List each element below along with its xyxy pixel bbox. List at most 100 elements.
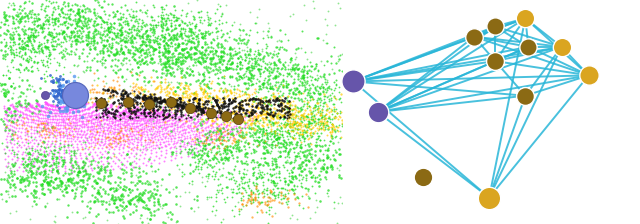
Point <box>147 125 157 128</box>
Point <box>263 111 273 114</box>
Point <box>42 183 52 187</box>
Point <box>74 98 84 102</box>
Point <box>33 108 43 111</box>
Point <box>239 141 250 144</box>
Point <box>161 115 171 119</box>
Point <box>8 91 18 95</box>
Point <box>41 0 51 2</box>
Point <box>6 114 16 117</box>
Point <box>179 52 189 55</box>
Point <box>193 167 203 171</box>
Point <box>279 196 289 199</box>
Point <box>161 134 172 138</box>
Point <box>139 95 149 98</box>
Point <box>83 39 93 42</box>
Point <box>17 27 27 31</box>
Point <box>234 36 244 40</box>
Point <box>112 132 122 136</box>
Point <box>244 110 254 114</box>
Point <box>36 76 46 80</box>
Point <box>116 126 127 129</box>
Point <box>124 27 134 30</box>
Point <box>96 118 106 122</box>
Point <box>240 116 250 119</box>
Point <box>180 29 190 33</box>
Point <box>71 39 81 42</box>
Point <box>54 93 65 96</box>
Point <box>246 195 257 198</box>
Point <box>157 99 167 103</box>
Point <box>51 94 61 98</box>
Point <box>70 157 81 160</box>
Point <box>249 148 259 152</box>
Point <box>77 121 88 125</box>
Point <box>198 119 208 123</box>
Point <box>223 107 233 111</box>
Point <box>172 37 182 41</box>
Point <box>47 18 57 21</box>
Point <box>68 134 78 138</box>
Point <box>304 160 314 163</box>
Point <box>218 49 228 53</box>
Point <box>296 91 306 95</box>
Point <box>307 173 317 177</box>
Point <box>236 112 246 116</box>
Point <box>25 114 35 117</box>
Point <box>157 123 167 127</box>
Point <box>115 11 125 15</box>
Point <box>109 31 120 35</box>
Point <box>34 171 44 175</box>
Point <box>171 119 181 123</box>
Point <box>311 112 321 116</box>
Point <box>219 46 229 50</box>
Point <box>260 103 271 106</box>
Point <box>255 162 265 166</box>
Point <box>121 123 131 127</box>
Point <box>69 91 79 95</box>
Point <box>148 46 158 50</box>
Point <box>163 101 173 105</box>
Point <box>258 56 268 60</box>
Point <box>159 98 170 101</box>
Point <box>118 113 128 117</box>
Point <box>184 103 195 106</box>
Point <box>271 175 281 179</box>
Point <box>66 104 76 108</box>
Point <box>40 127 51 130</box>
Point <box>48 78 58 82</box>
Point <box>122 30 132 34</box>
Point <box>75 170 85 174</box>
Point <box>208 158 218 161</box>
Point <box>143 221 153 224</box>
Point <box>9 172 19 176</box>
Point <box>244 52 254 56</box>
Point <box>258 29 268 33</box>
Point <box>49 139 60 143</box>
Point <box>198 152 209 155</box>
Point <box>136 113 146 116</box>
Point <box>184 53 195 56</box>
Point <box>234 27 244 30</box>
Point <box>243 193 253 196</box>
Point <box>184 106 195 110</box>
Point <box>57 55 67 58</box>
Point <box>164 109 174 112</box>
Point <box>219 95 229 98</box>
Point <box>90 33 100 36</box>
Point <box>307 114 317 118</box>
Point <box>184 52 194 56</box>
Point <box>262 21 273 24</box>
Point <box>234 88 244 92</box>
Point <box>255 100 266 103</box>
Point <box>94 91 104 94</box>
Point <box>180 34 190 37</box>
Point <box>125 201 135 205</box>
Point <box>252 41 262 45</box>
Point <box>1 73 11 77</box>
Point <box>273 101 284 105</box>
Point <box>216 138 227 141</box>
Point <box>122 108 132 111</box>
Point <box>45 103 55 106</box>
Point <box>294 203 304 206</box>
Point <box>242 66 252 70</box>
